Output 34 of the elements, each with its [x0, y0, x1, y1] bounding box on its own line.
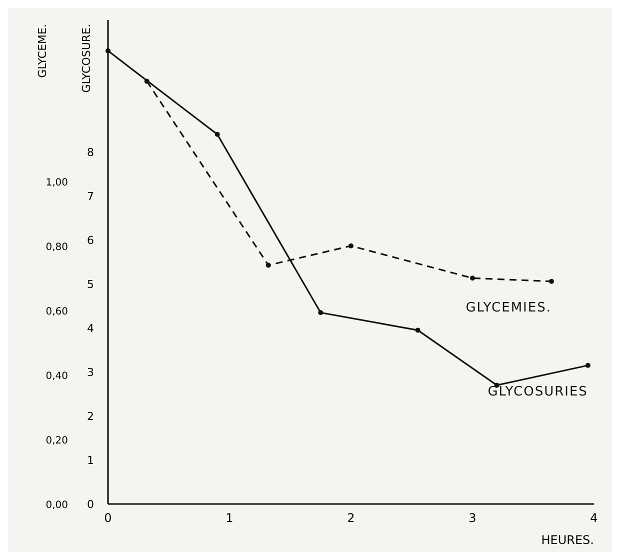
- point: [266, 262, 271, 268]
- y2-tick-label: 0,80: [46, 242, 68, 253]
- y2-tick-label: 1,00: [46, 177, 68, 188]
- point: [585, 362, 590, 368]
- point: [106, 48, 110, 54]
- x-axis-title: HEURES.: [541, 533, 594, 547]
- y2-tick-label: 0,20: [46, 435, 68, 446]
- y-tick-label: 8: [87, 146, 94, 159]
- y-tick-label: 4: [87, 322, 94, 335]
- y-tick-label: 0: [87, 498, 94, 511]
- y-tick-label: 6: [87, 234, 94, 247]
- y-tick-label: 1: [87, 454, 94, 467]
- series-label: GLYCEMIES.: [466, 300, 552, 316]
- point: [318, 310, 324, 316]
- y-axis-title: GLYCOSURE.: [80, 24, 93, 93]
- x-tick-label: 1: [226, 511, 234, 525]
- series-label: GLYCOSURIES: [488, 384, 588, 400]
- y-tick-label: 7: [87, 190, 94, 203]
- x-tick-label: 2: [347, 511, 355, 525]
- x-tick-label: 4: [590, 511, 598, 525]
- x-tick-label: 3: [468, 511, 476, 525]
- point: [415, 328, 420, 333]
- y-tick-label: 3: [87, 366, 94, 379]
- y2-tick-label: 0,00: [46, 500, 68, 511]
- point: [214, 132, 220, 137]
- y2-tick-label: 0,60: [46, 306, 68, 318]
- y-tick-label: 2: [87, 410, 94, 423]
- point: [470, 276, 475, 281]
- point: [348, 243, 354, 248]
- y2-axis-title: GLYCEME.: [36, 24, 49, 78]
- x-tick-label: 0: [104, 511, 112, 525]
- point: [548, 278, 554, 284]
- y-tick-label: 5: [87, 278, 94, 291]
- y2-tick-label: 0,40: [46, 370, 68, 382]
